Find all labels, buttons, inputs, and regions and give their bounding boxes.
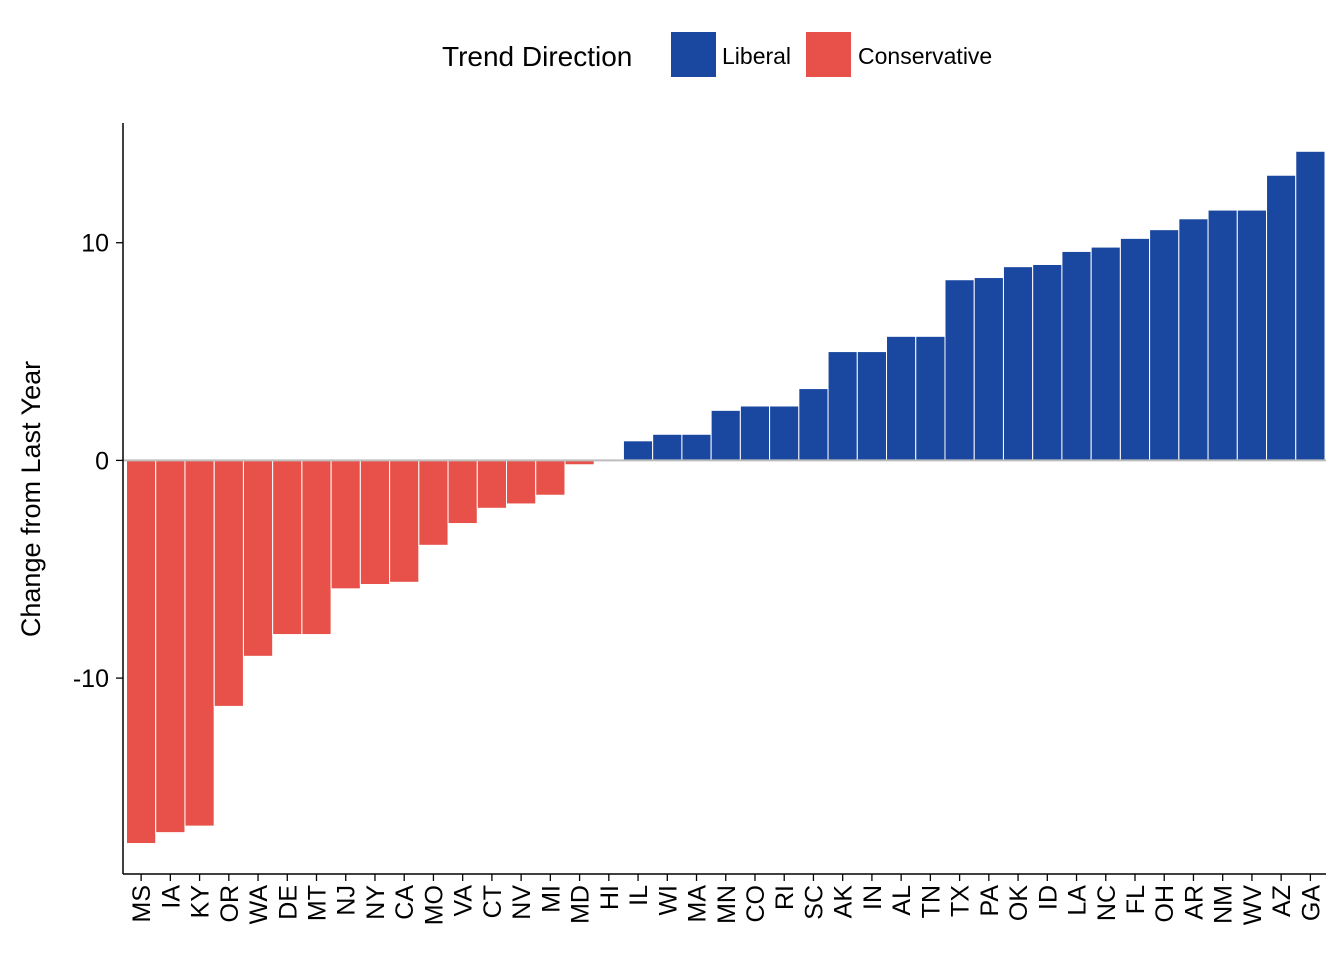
bar-ca [389, 459, 420, 583]
bar-pa [973, 277, 1004, 461]
bars-group [126, 150, 1326, 845]
bar-ms [126, 459, 157, 845]
x-tick-label-la: LA [1064, 885, 1092, 916]
legend-swatch-conservative [806, 32, 851, 77]
x-tick-label-nm: NM [1210, 885, 1238, 924]
x-tick-label-ny: NY [362, 885, 390, 920]
bar-fl [1119, 237, 1151, 461]
bar-az [1266, 174, 1297, 461]
bar-nv [506, 459, 537, 505]
x-tick-label-hi: HI [596, 885, 624, 910]
bar-ok [1002, 266, 1034, 461]
bar-wa [242, 459, 274, 657]
bar-ky [184, 459, 215, 827]
x-tick-label-nj: NJ [333, 885, 361, 916]
bar-wv [1236, 209, 1268, 461]
legend-title: Trend Direction [442, 41, 632, 72]
x-tick-label-ia: IA [157, 885, 185, 909]
x-tick-label-ky: KY [187, 885, 215, 919]
x-tick-label-ok: OK [1005, 885, 1033, 921]
x-tick-label-az: AZ [1268, 885, 1296, 917]
x-tick-label-wa: WA [245, 885, 273, 925]
bar-il [622, 440, 654, 461]
bar-co [739, 405, 771, 461]
x-tick-label-oh: OH [1151, 885, 1179, 923]
x-tick-label-ga: GA [1297, 885, 1325, 921]
bar-la [1061, 250, 1092, 461]
bar-nm [1207, 209, 1238, 461]
bar-va [447, 459, 478, 525]
legend: Trend Direction Liberal Conservative [442, 32, 992, 77]
x-tick-label-sc: SC [800, 885, 828, 920]
x-tick-label-fl: FL [1122, 885, 1150, 914]
y-tick-label-0: 0 [95, 447, 109, 475]
bar-sc [798, 388, 829, 461]
bar-mo [418, 459, 449, 546]
bar-ak [827, 351, 858, 461]
bar-id [1032, 263, 1063, 461]
bar-ia [155, 459, 186, 834]
bar-ny [359, 459, 391, 585]
x-tick-label-va: VA [450, 885, 478, 917]
y-tick-label--10: -10 [73, 665, 109, 693]
bar-de [272, 459, 303, 636]
x-tick-label-ri: RI [771, 885, 799, 910]
bar-ma [681, 433, 712, 461]
bar-ga [1295, 150, 1326, 461]
x-tick-label-tn: TN [917, 885, 945, 918]
bar-ct [476, 459, 508, 509]
y-ticks-group: 10 0 -10 [73, 230, 123, 693]
x-tick-label-nv: NV [508, 885, 536, 920]
bar-ar [1178, 218, 1209, 461]
x-tick-label-mn: MN [713, 885, 741, 924]
legend-label-conservative: Conservative [858, 43, 992, 69]
bar-mi [535, 459, 566, 496]
x-tick-label-mi: MI [537, 885, 565, 913]
x-tick-label-ca: CA [391, 885, 419, 920]
bar-wi [652, 433, 683, 461]
x-tick-label-ms: MS [128, 885, 156, 923]
x-tick-label-mo: MO [420, 885, 448, 925]
y-tick-label-10: 10 [81, 230, 109, 258]
x-tick-label-il: IL [625, 885, 653, 906]
bar-nc [1090, 246, 1121, 461]
legend-label-liberal: Liberal [722, 43, 791, 69]
x-tick-label-ma: MA [684, 885, 712, 923]
x-tick-label-al: AL [888, 885, 916, 916]
bar-in [856, 351, 888, 461]
bar-mn [710, 409, 741, 461]
bar-al [886, 335, 917, 461]
bar-tn [915, 335, 946, 461]
x-tick-label-or: OR [216, 885, 244, 923]
x-tick-label-pa: PA [976, 885, 1004, 917]
bar-nj [330, 459, 361, 590]
x-ticks-group: MS IA KY OR WA DE MT NJ NY CA MO VA CT NV MI MD HI IL WI MA… [128, 874, 1325, 925]
x-tick-label-ar: AR [1180, 885, 1208, 920]
x-tick-label-md: MD [567, 885, 595, 924]
x-tick-label-ct: CT [479, 885, 507, 918]
legend-swatch-liberal [671, 32, 716, 77]
y-axis-title: Change from Last Year [16, 361, 46, 637]
x-tick-label-id: ID [1034, 885, 1062, 910]
bar-tx [944, 279, 975, 461]
bar-ri [769, 405, 800, 461]
bar-or [213, 459, 244, 707]
x-tick-label-nc: NC [1093, 885, 1121, 921]
x-tick-label-in: IN [859, 885, 887, 910]
x-tick-label-mt: MT [304, 885, 332, 921]
x-tick-label-de: DE [274, 885, 302, 920]
bar-oh [1149, 229, 1180, 461]
bar-mt [301, 459, 332, 636]
x-tick-label-tx: TX [947, 885, 975, 917]
x-tick-label-co: CO [742, 885, 770, 923]
x-tick-label-wv: WV [1239, 885, 1267, 926]
x-tick-label-ak: AK [830, 885, 858, 919]
x-tick-label-wi: WI [654, 885, 682, 916]
